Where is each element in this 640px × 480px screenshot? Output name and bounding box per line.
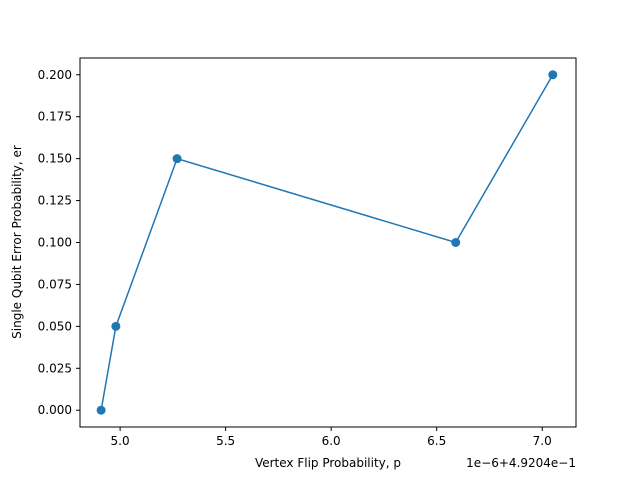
- y-tick-label: 0.000: [38, 403, 72, 417]
- y-axis-label: Single Qubit Error Probability, er: [10, 145, 24, 339]
- data-point: [96, 405, 106, 415]
- y-tick-label: 0.100: [38, 236, 72, 250]
- series-layer: [96, 70, 558, 415]
- y-tick-label: 0.025: [38, 361, 72, 375]
- plot-area: [80, 58, 576, 427]
- y-tick-label: 0.075: [38, 277, 72, 291]
- y-tick-label: 0.200: [38, 68, 72, 82]
- x-tick-label: 7.0: [533, 434, 552, 448]
- x-tick-label: 5.0: [111, 434, 130, 448]
- data-point: [451, 238, 461, 247]
- x-tick-label: 6.0: [322, 434, 341, 448]
- x-axis-offset-label: 1e−6+4.9204e−1: [466, 456, 576, 470]
- y-tick-label: 0.125: [38, 194, 72, 208]
- x-tick-label: 5.5: [216, 434, 235, 448]
- y-tick-label: 0.175: [38, 110, 72, 124]
- y-tick-label: 0.050: [38, 319, 72, 333]
- data-point: [111, 321, 121, 331]
- data-point: [548, 70, 558, 80]
- x-tick-label: 6.5: [427, 434, 446, 448]
- y-axis-ticks: 0.000 0.025 0.050 0.075 0.100 0.125 0.150 0.175…: [38, 68, 80, 417]
- y-tick-label: 0.150: [38, 152, 72, 166]
- x-axis-ticks: 5.0 5.5 6.0 6.5 7.0: [111, 427, 552, 448]
- data-point: [172, 154, 182, 164]
- x-axis-label: Vertex Flip Probability, p: [255, 456, 401, 470]
- plot-frame: [79, 57, 577, 428]
